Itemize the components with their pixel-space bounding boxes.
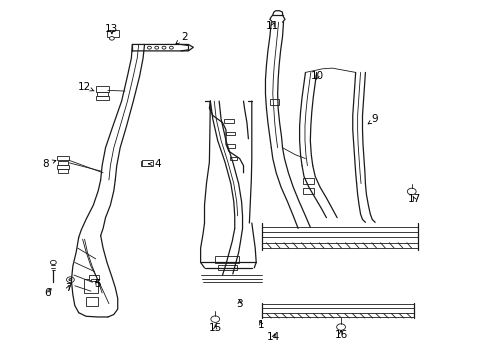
Bar: [270, 99, 279, 105]
Text: 16: 16: [334, 330, 347, 340]
Bar: [58, 169, 68, 173]
Text: 6: 6: [44, 288, 51, 298]
Bar: [83, 279, 98, 293]
Bar: [229, 157, 237, 160]
Circle shape: [69, 279, 72, 281]
Bar: [225, 132, 234, 135]
Text: 12: 12: [78, 82, 94, 92]
Text: 1: 1: [258, 320, 264, 330]
Bar: [96, 86, 109, 92]
Bar: [227, 144, 235, 148]
Bar: [107, 30, 119, 37]
Text: 7: 7: [64, 283, 71, 293]
Bar: [97, 92, 108, 96]
Text: 5: 5: [94, 279, 101, 289]
Circle shape: [50, 260, 56, 265]
Circle shape: [336, 324, 345, 330]
Bar: [57, 156, 69, 160]
Circle shape: [169, 46, 173, 49]
Circle shape: [210, 316, 219, 322]
Circle shape: [155, 46, 158, 49]
Text: 17: 17: [407, 194, 420, 204]
Bar: [58, 161, 68, 165]
Bar: [96, 96, 109, 100]
Text: 15: 15: [208, 323, 222, 333]
Bar: [91, 279, 98, 281]
Circle shape: [162, 46, 165, 49]
Text: 10: 10: [310, 71, 324, 81]
Bar: [224, 119, 233, 123]
Bar: [217, 265, 237, 270]
Text: 2: 2: [176, 32, 188, 44]
Bar: [142, 160, 153, 166]
Text: 8: 8: [42, 159, 56, 169]
Bar: [303, 188, 313, 194]
Text: 14: 14: [266, 332, 280, 342]
Circle shape: [109, 37, 114, 40]
Bar: [89, 275, 99, 280]
Circle shape: [407, 188, 415, 195]
Text: 13: 13: [105, 24, 118, 35]
Circle shape: [66, 277, 74, 283]
Text: 11: 11: [265, 21, 279, 31]
Bar: [303, 178, 313, 184]
Circle shape: [147, 46, 151, 49]
Text: 4: 4: [148, 159, 161, 169]
Bar: [141, 161, 152, 166]
Bar: [86, 297, 98, 306]
Bar: [57, 165, 69, 168]
Text: 3: 3: [236, 299, 243, 309]
Text: 9: 9: [367, 114, 378, 124]
Bar: [215, 256, 238, 263]
